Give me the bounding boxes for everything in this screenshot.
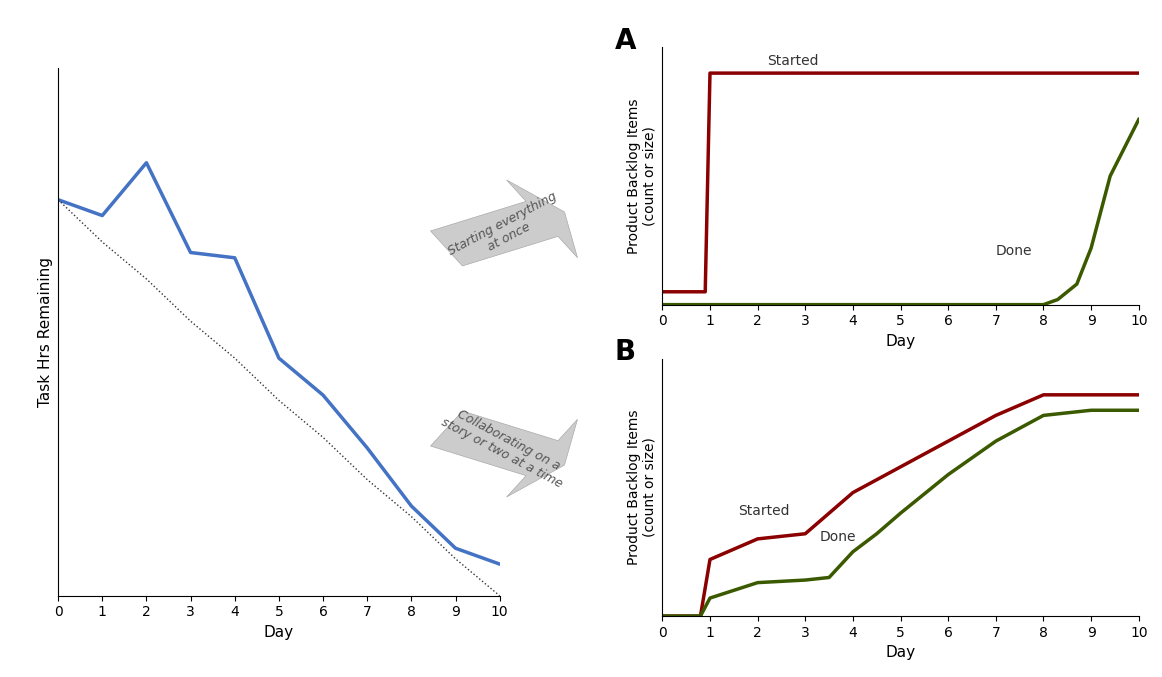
X-axis label: Day: Day: [885, 334, 916, 349]
Text: Done: Done: [819, 530, 856, 544]
X-axis label: Day: Day: [885, 645, 916, 660]
Text: A: A: [615, 27, 637, 55]
Text: B: B: [615, 338, 636, 366]
Y-axis label: Task Hrs Remaining: Task Hrs Remaining: [37, 257, 52, 407]
Y-axis label: Product Backlog Items
(count or size): Product Backlog Items (count or size): [626, 98, 657, 254]
Text: Started: Started: [767, 54, 819, 68]
Y-axis label: Product Backlog Items
(count or size): Product Backlog Items (count or size): [626, 410, 657, 565]
Text: Collaborating on a
story or two at a time: Collaborating on a story or two at a tim…: [439, 403, 572, 491]
Text: Started: Started: [739, 504, 790, 519]
X-axis label: Day: Day: [264, 625, 294, 640]
Text: Starting everything
at once: Starting everything at once: [445, 190, 566, 271]
Text: Done: Done: [996, 244, 1032, 259]
